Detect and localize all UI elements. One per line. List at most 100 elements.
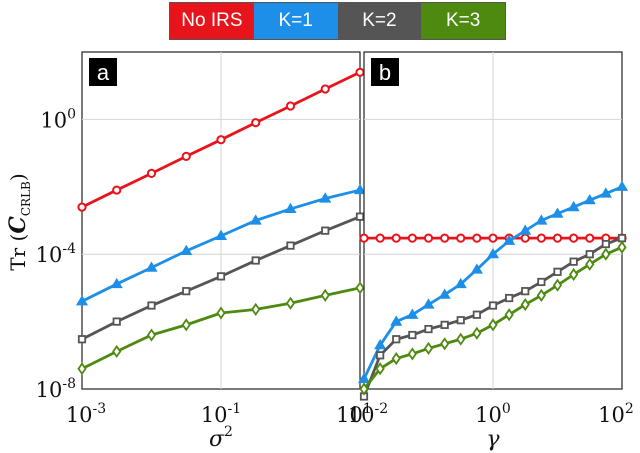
data-point [438,288,451,299]
data-point [505,293,514,303]
panel-b: b 10-2 100 102 γ [348,51,634,452]
y-tick-label: 100 [40,106,76,132]
data-point [110,277,123,289]
data-point [355,281,365,295]
data-point [251,118,261,128]
data-point [537,277,546,287]
data-point [424,324,433,334]
data-point [286,241,295,250]
data-point [585,257,595,271]
svg-text:Tr (CCRLB): Tr (CCRLB) [5,173,33,270]
y-tick-label: 10-4 [36,241,76,267]
data-point [486,248,500,259]
data-point [216,306,226,320]
data-point [617,234,627,243]
data-point [454,277,467,289]
data-point [440,233,450,243]
data-point [285,101,296,111]
data-point [470,263,483,274]
data-point [355,212,365,221]
data-point [615,180,629,191]
data-point [284,202,297,214]
legend: No IRS K=1 K=2 K=3 [169,2,506,40]
series-no-irs [77,67,365,212]
panel-label-a: a [89,58,117,86]
data-point [285,296,296,310]
data-point [519,224,532,235]
legend-entry-k-2: K=2 [337,3,422,39]
data-point [182,287,191,296]
data-point [390,315,403,326]
data-point [320,288,330,302]
data-point [214,229,228,240]
data-point [551,207,564,218]
data-point [355,67,365,77]
data-point [440,337,450,351]
data-point [112,317,121,326]
x-tick-label: 100 [475,401,511,427]
data-point [569,233,579,243]
data-point [552,278,563,292]
x-tick-label: 102 [598,401,634,427]
data-point [488,318,498,332]
data-point [585,233,595,243]
data-point [376,351,385,360]
x-tick-label: 10-3 [66,401,106,427]
y-tick-label: 10-8 [36,376,76,402]
data-point [422,298,435,309]
panel-label-b: b [371,58,399,86]
panel-label-text: b [379,60,391,85]
data-point [472,233,482,243]
series-k-2 [77,212,365,344]
data-point [392,335,401,344]
data-point [601,239,610,249]
data-point [359,233,369,243]
data-point [521,287,530,296]
data-point [504,308,514,322]
data-point [320,84,330,94]
x-axis-label: σ2 [209,424,233,452]
data-point [553,267,562,276]
data-point [319,192,332,203]
data-point [406,308,419,319]
data-point [503,234,516,245]
data-point [75,295,89,306]
data-point [472,310,481,319]
data-point [251,256,260,265]
data-point [77,335,87,344]
legend-entry-k-3: K=3 [421,3,505,39]
panel-label-text: a [97,60,110,85]
data-point [535,214,548,225]
x-axis-label: γ [486,427,500,452]
data-point [488,233,498,243]
data-point [440,320,449,329]
data-point [180,244,193,256]
y-axis-label: Tr (CCRLB) [5,173,33,270]
data-point [357,372,371,383]
data-point [321,226,330,235]
x-tick-label: 101 [336,401,372,427]
data-point [146,328,157,342]
data-point [391,351,401,366]
legend-entry-no-irs: No IRS [170,3,254,39]
data-point [375,362,385,376]
data-point [359,382,369,396]
data-point [423,233,434,243]
x-tick-label: 10-2 [348,401,388,427]
data-point [601,247,611,261]
data-point [181,151,191,161]
data-point [456,316,465,325]
data-point [569,257,578,266]
data-point [599,187,612,198]
data-point [585,250,594,259]
data-point [472,326,482,340]
data-point [617,240,627,254]
data-point [112,344,122,359]
data-point [216,272,226,281]
data-point [216,135,226,145]
data-point [552,233,563,243]
data-point [391,233,401,243]
series-k-1 [75,183,367,306]
data-point [77,362,87,376]
